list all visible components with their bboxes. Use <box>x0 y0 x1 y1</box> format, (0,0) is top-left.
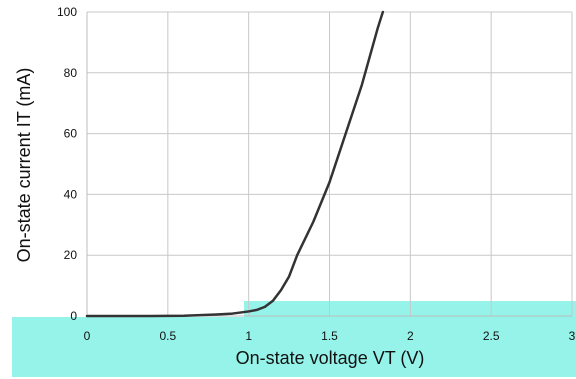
y-axis-ticks: 0 20 40 60 80 100 <box>57 5 77 323</box>
x-tick-label: 3 <box>569 329 576 343</box>
x-tick-label: 0.5 <box>159 329 176 343</box>
x-tick-label: 2.5 <box>483 329 500 343</box>
x-tick-label: 2 <box>407 329 414 343</box>
x-tick-label: 1 <box>245 329 252 343</box>
y-tick-label: 20 <box>64 248 78 262</box>
y-tick-label: 100 <box>57 5 77 19</box>
y-tick-label: 0 <box>70 309 77 323</box>
x-axis-title: On-state voltage VT (V) <box>236 348 425 368</box>
y-tick-label: 40 <box>64 187 78 201</box>
x-axis-ticks: 0 0.5 1 1.5 2 2.5 3 <box>84 329 576 343</box>
y-axis-title: On-state current IT (mA) <box>14 68 34 263</box>
highlight-band-lower <box>12 317 576 377</box>
x-tick-label: 1.5 <box>321 329 338 343</box>
grid-lines <box>86 11 573 317</box>
series-line <box>85 10 385 318</box>
y-tick-label: 80 <box>64 66 78 80</box>
y-tick-label: 60 <box>64 127 78 141</box>
x-tick-label: 0 <box>84 329 91 343</box>
